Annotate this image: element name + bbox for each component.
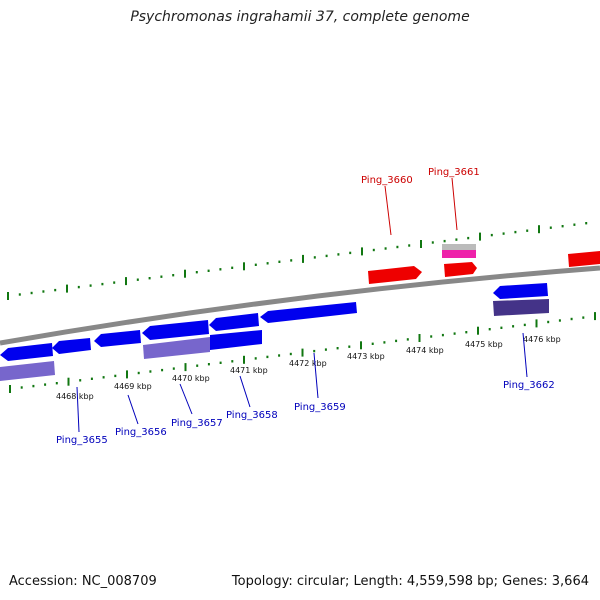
scale-label: 4472 kbp xyxy=(289,359,327,368)
leader-line-ping-3657 xyxy=(179,383,193,415)
cds-ping-3655 xyxy=(0,361,55,381)
scale-label: 4473 kbp xyxy=(347,352,385,361)
gene-label-ping-3661[interactable]: Ping_3661 xyxy=(428,167,480,178)
genome-summary-text: Topology: circular; Length: 4,559,598 bp… xyxy=(231,574,589,589)
leader-line-ping-3655 xyxy=(76,386,80,433)
gene-label-ping-3656[interactable]: Ping_3656 xyxy=(115,427,167,438)
gene-label-ping-3660[interactable]: Ping_3660 xyxy=(361,175,413,186)
pseudo-feature-ping-3661 xyxy=(442,244,476,250)
accession-text: Accession: NC_008709 xyxy=(9,574,157,589)
gene-ping-3659[interactable] xyxy=(260,302,357,323)
leader-line-ping-3659 xyxy=(313,352,319,399)
scale-label: 4476 kbp xyxy=(523,335,561,344)
gene-ping-3660[interactable] xyxy=(368,266,422,284)
leader-line-ping-3656 xyxy=(127,394,139,425)
gene-label-ping-3662[interactable]: Ping_3662 xyxy=(503,380,555,391)
gene-label-ping-3657[interactable]: Ping_3657 xyxy=(171,418,223,429)
rna-feature-ping-3661 xyxy=(442,250,476,258)
cds-ping-3658 xyxy=(210,330,262,350)
lower-tick-track xyxy=(9,312,596,393)
leader-line-ping-3661 xyxy=(451,177,458,231)
gene-ping-3657[interactable] xyxy=(142,320,209,340)
cds-ping-3657 xyxy=(143,337,210,359)
gene-ping-3655-b[interactable] xyxy=(52,338,91,354)
gene-ping-3655[interactable] xyxy=(0,343,53,361)
genome-backbone xyxy=(0,265,600,346)
gene-ping-3658[interactable] xyxy=(209,313,259,331)
scale-label: 4469 kbp xyxy=(114,382,152,391)
map-title: Psychromonas ingrahamii 37, complete gen… xyxy=(130,9,470,25)
scale-label: 4470 kbp xyxy=(172,374,210,383)
upper-tick-track xyxy=(7,222,588,300)
gene-next-forward[interactable] xyxy=(568,251,600,267)
gene-ping-3661[interactable] xyxy=(444,262,477,277)
gene-label-ping-3659[interactable]: Ping_3659 xyxy=(294,402,346,413)
gene-ping-3662[interactable] xyxy=(493,283,548,299)
scale-label: 4471 kbp xyxy=(230,366,268,375)
scale-labels: 4468 kbp 4469 kbp 4470 kbp 4471 kbp 4472… xyxy=(56,335,561,401)
scale-label: 4475 kbp xyxy=(465,340,503,349)
cds-ping-3662 xyxy=(493,299,549,316)
gene-label-ping-3655[interactable]: Ping_3655 xyxy=(56,435,108,446)
scale-label: 4474 kbp xyxy=(406,346,444,355)
leader-line-ping-3660 xyxy=(384,185,392,236)
leader-line-ping-3662 xyxy=(522,332,528,378)
scale-label: 4468 kbp xyxy=(56,392,94,401)
leader-line-ping-3658 xyxy=(239,375,251,408)
gene-ping-3656[interactable] xyxy=(94,330,141,347)
gene-label-ping-3658[interactable]: Ping_3658 xyxy=(226,410,278,421)
